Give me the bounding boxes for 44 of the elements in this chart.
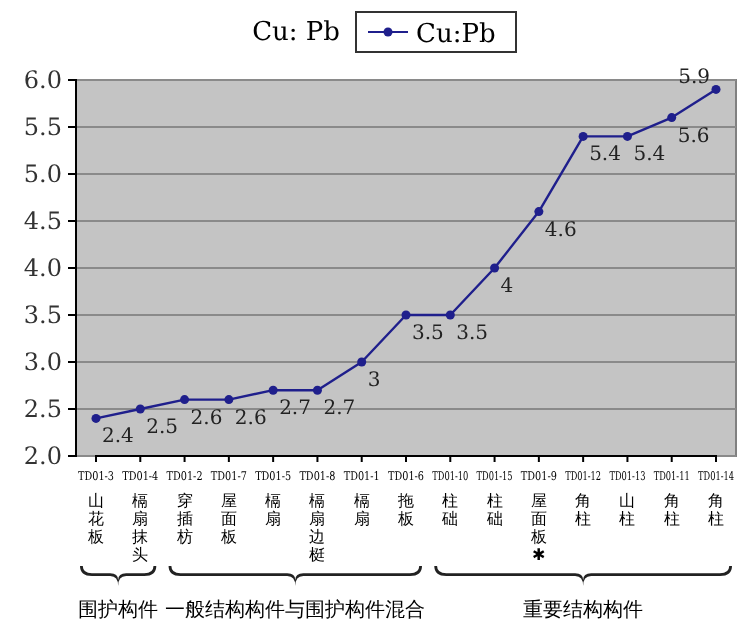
point (534, 207, 544, 217)
data-label: 5.9 (678, 67, 710, 90)
point (224, 395, 234, 405)
data-label: 4.6 (544, 219, 577, 242)
y-tick-label: 3.0 (23, 347, 62, 376)
text: 围护构件 (78, 598, 159, 622)
chart-title: Cu: Pb (252, 18, 340, 48)
y-tick-label: 4.5 (23, 206, 62, 235)
data-label: 2.7 (323, 398, 356, 421)
y-tick-label: 2.5 (23, 394, 62, 423)
y-tick-label: 6.0 (23, 65, 62, 94)
point (490, 263, 500, 273)
point (711, 84, 721, 94)
data-label: 3.5 (412, 323, 444, 345)
legend-label: Cu:Pb (416, 20, 496, 50)
point (445, 310, 455, 320)
data-label: 2.7 (279, 398, 311, 421)
point (578, 131, 588, 141)
point (401, 310, 411, 320)
text: 重要结构构件 (523, 598, 644, 622)
point (268, 385, 278, 395)
data-label: 5.4 (589, 144, 621, 167)
point (135, 404, 145, 414)
data-label: 3.5 (456, 323, 489, 345)
data-label: 2.4 (102, 426, 134, 449)
y-tick-label: 4.0 (23, 253, 62, 282)
data-label: 2.6 (190, 407, 223, 430)
data-label: 5.4 (633, 144, 666, 167)
data-label: 3 (367, 370, 381, 392)
point (622, 131, 632, 141)
point (312, 385, 322, 395)
data-label: 4 (500, 276, 514, 298)
y-tick-label: 5.5 (23, 112, 62, 141)
point (180, 395, 190, 405)
text: 一般结构构件与围护构件混合 (165, 598, 426, 622)
point (91, 413, 101, 423)
point (357, 357, 367, 367)
y-tick-label: 3.5 (23, 300, 62, 329)
y-tick-label: 2.0 (23, 441, 62, 470)
point (667, 113, 677, 123)
data-label: 2.6 (234, 407, 267, 430)
data-label: 5.6 (677, 125, 710, 148)
y-tick-label: 5.0 (23, 159, 62, 188)
data-label: 2.5 (146, 417, 179, 439)
